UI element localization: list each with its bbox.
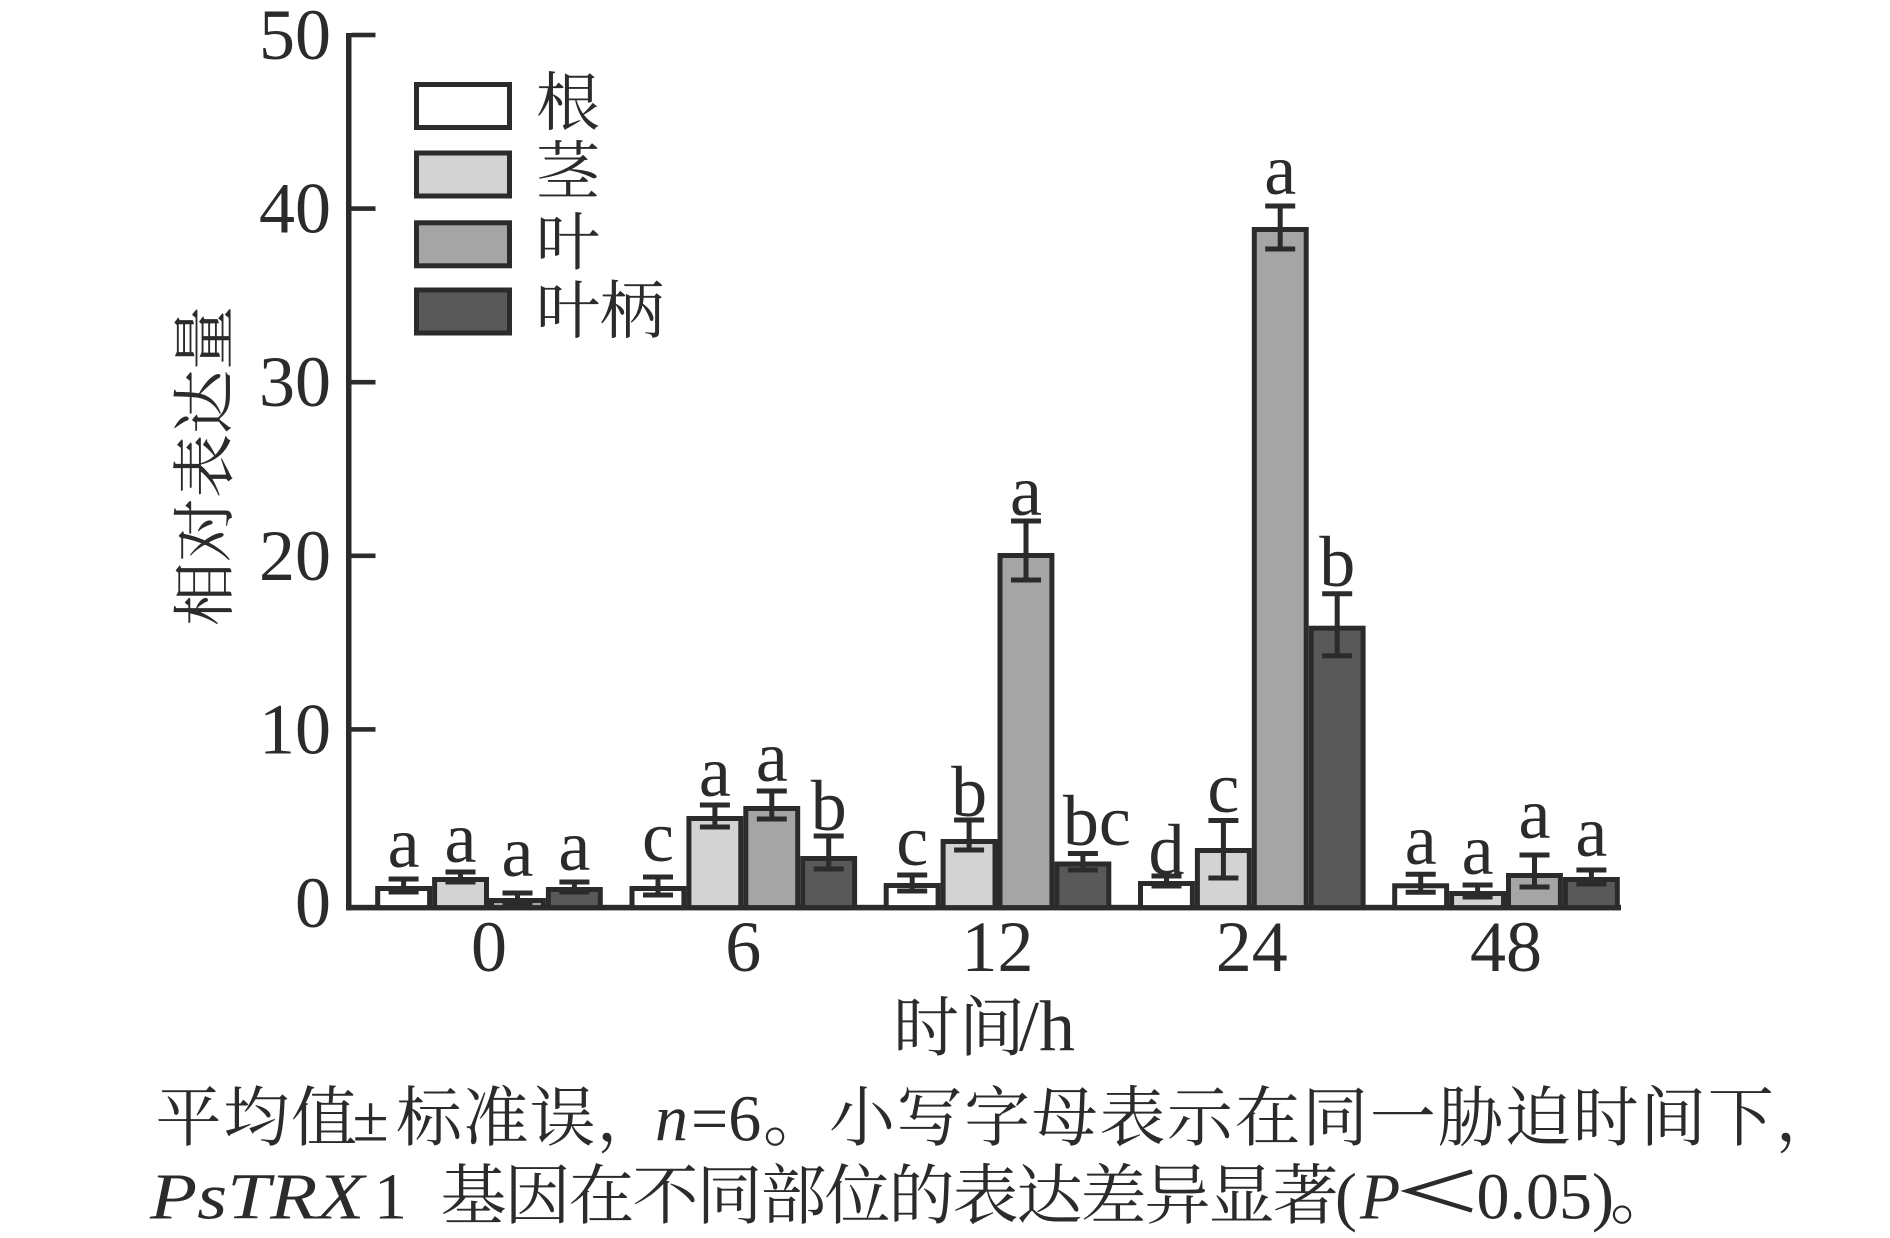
svg-text:40: 40 [259, 169, 331, 249]
svg-text:48: 48 [1470, 907, 1542, 987]
svg-text:n: n [655, 1083, 688, 1156]
svg-text:a: a [1462, 810, 1494, 890]
svg-text:1: 1 [374, 1161, 407, 1234]
svg-text:d: d [1149, 810, 1185, 890]
svg-text:b: b [951, 752, 987, 832]
svg-text:c: c [1207, 748, 1239, 828]
svg-text:c: c [896, 801, 928, 881]
svg-text:a: a [502, 812, 534, 892]
svg-text:a: a [1519, 774, 1551, 854]
svg-text:20: 20 [259, 516, 331, 596]
svg-text:a: a [558, 806, 590, 886]
svg-text:bc: bc [1063, 781, 1131, 861]
svg-text:6: 6 [725, 907, 761, 987]
svg-text:0: 0 [471, 907, 507, 987]
svg-text:a: a [1575, 792, 1607, 872]
svg-text:50: 50 [259, 0, 331, 75]
svg-text:PsTRX: PsTRX [149, 1160, 368, 1234]
svg-text:b: b [811, 766, 847, 846]
svg-text:24: 24 [1216, 907, 1288, 987]
svg-text:0.05): 0.05) [1477, 1161, 1614, 1234]
svg-text:b: b [1319, 522, 1355, 602]
svg-text:a: a [445, 798, 477, 878]
svg-text:a: a [1010, 451, 1042, 531]
svg-text:/h: /h [1019, 987, 1075, 1067]
svg-text:a: a [699, 732, 731, 812]
svg-text:P: P [1359, 1161, 1400, 1234]
svg-text:a: a [388, 803, 420, 883]
svg-text:c: c [642, 797, 674, 877]
svg-text:a: a [1405, 800, 1437, 880]
svg-text:(: ( [1335, 1161, 1357, 1234]
svg-text:=6: =6 [691, 1083, 761, 1156]
svg-text:30: 30 [259, 342, 331, 422]
svg-text:10: 10 [259, 689, 331, 769]
svg-text:±: ± [353, 1083, 389, 1156]
svg-text:0: 0 [295, 863, 331, 943]
svg-text:12: 12 [962, 907, 1034, 987]
svg-text:a: a [1264, 130, 1296, 210]
svg-text:a: a [756, 717, 788, 797]
